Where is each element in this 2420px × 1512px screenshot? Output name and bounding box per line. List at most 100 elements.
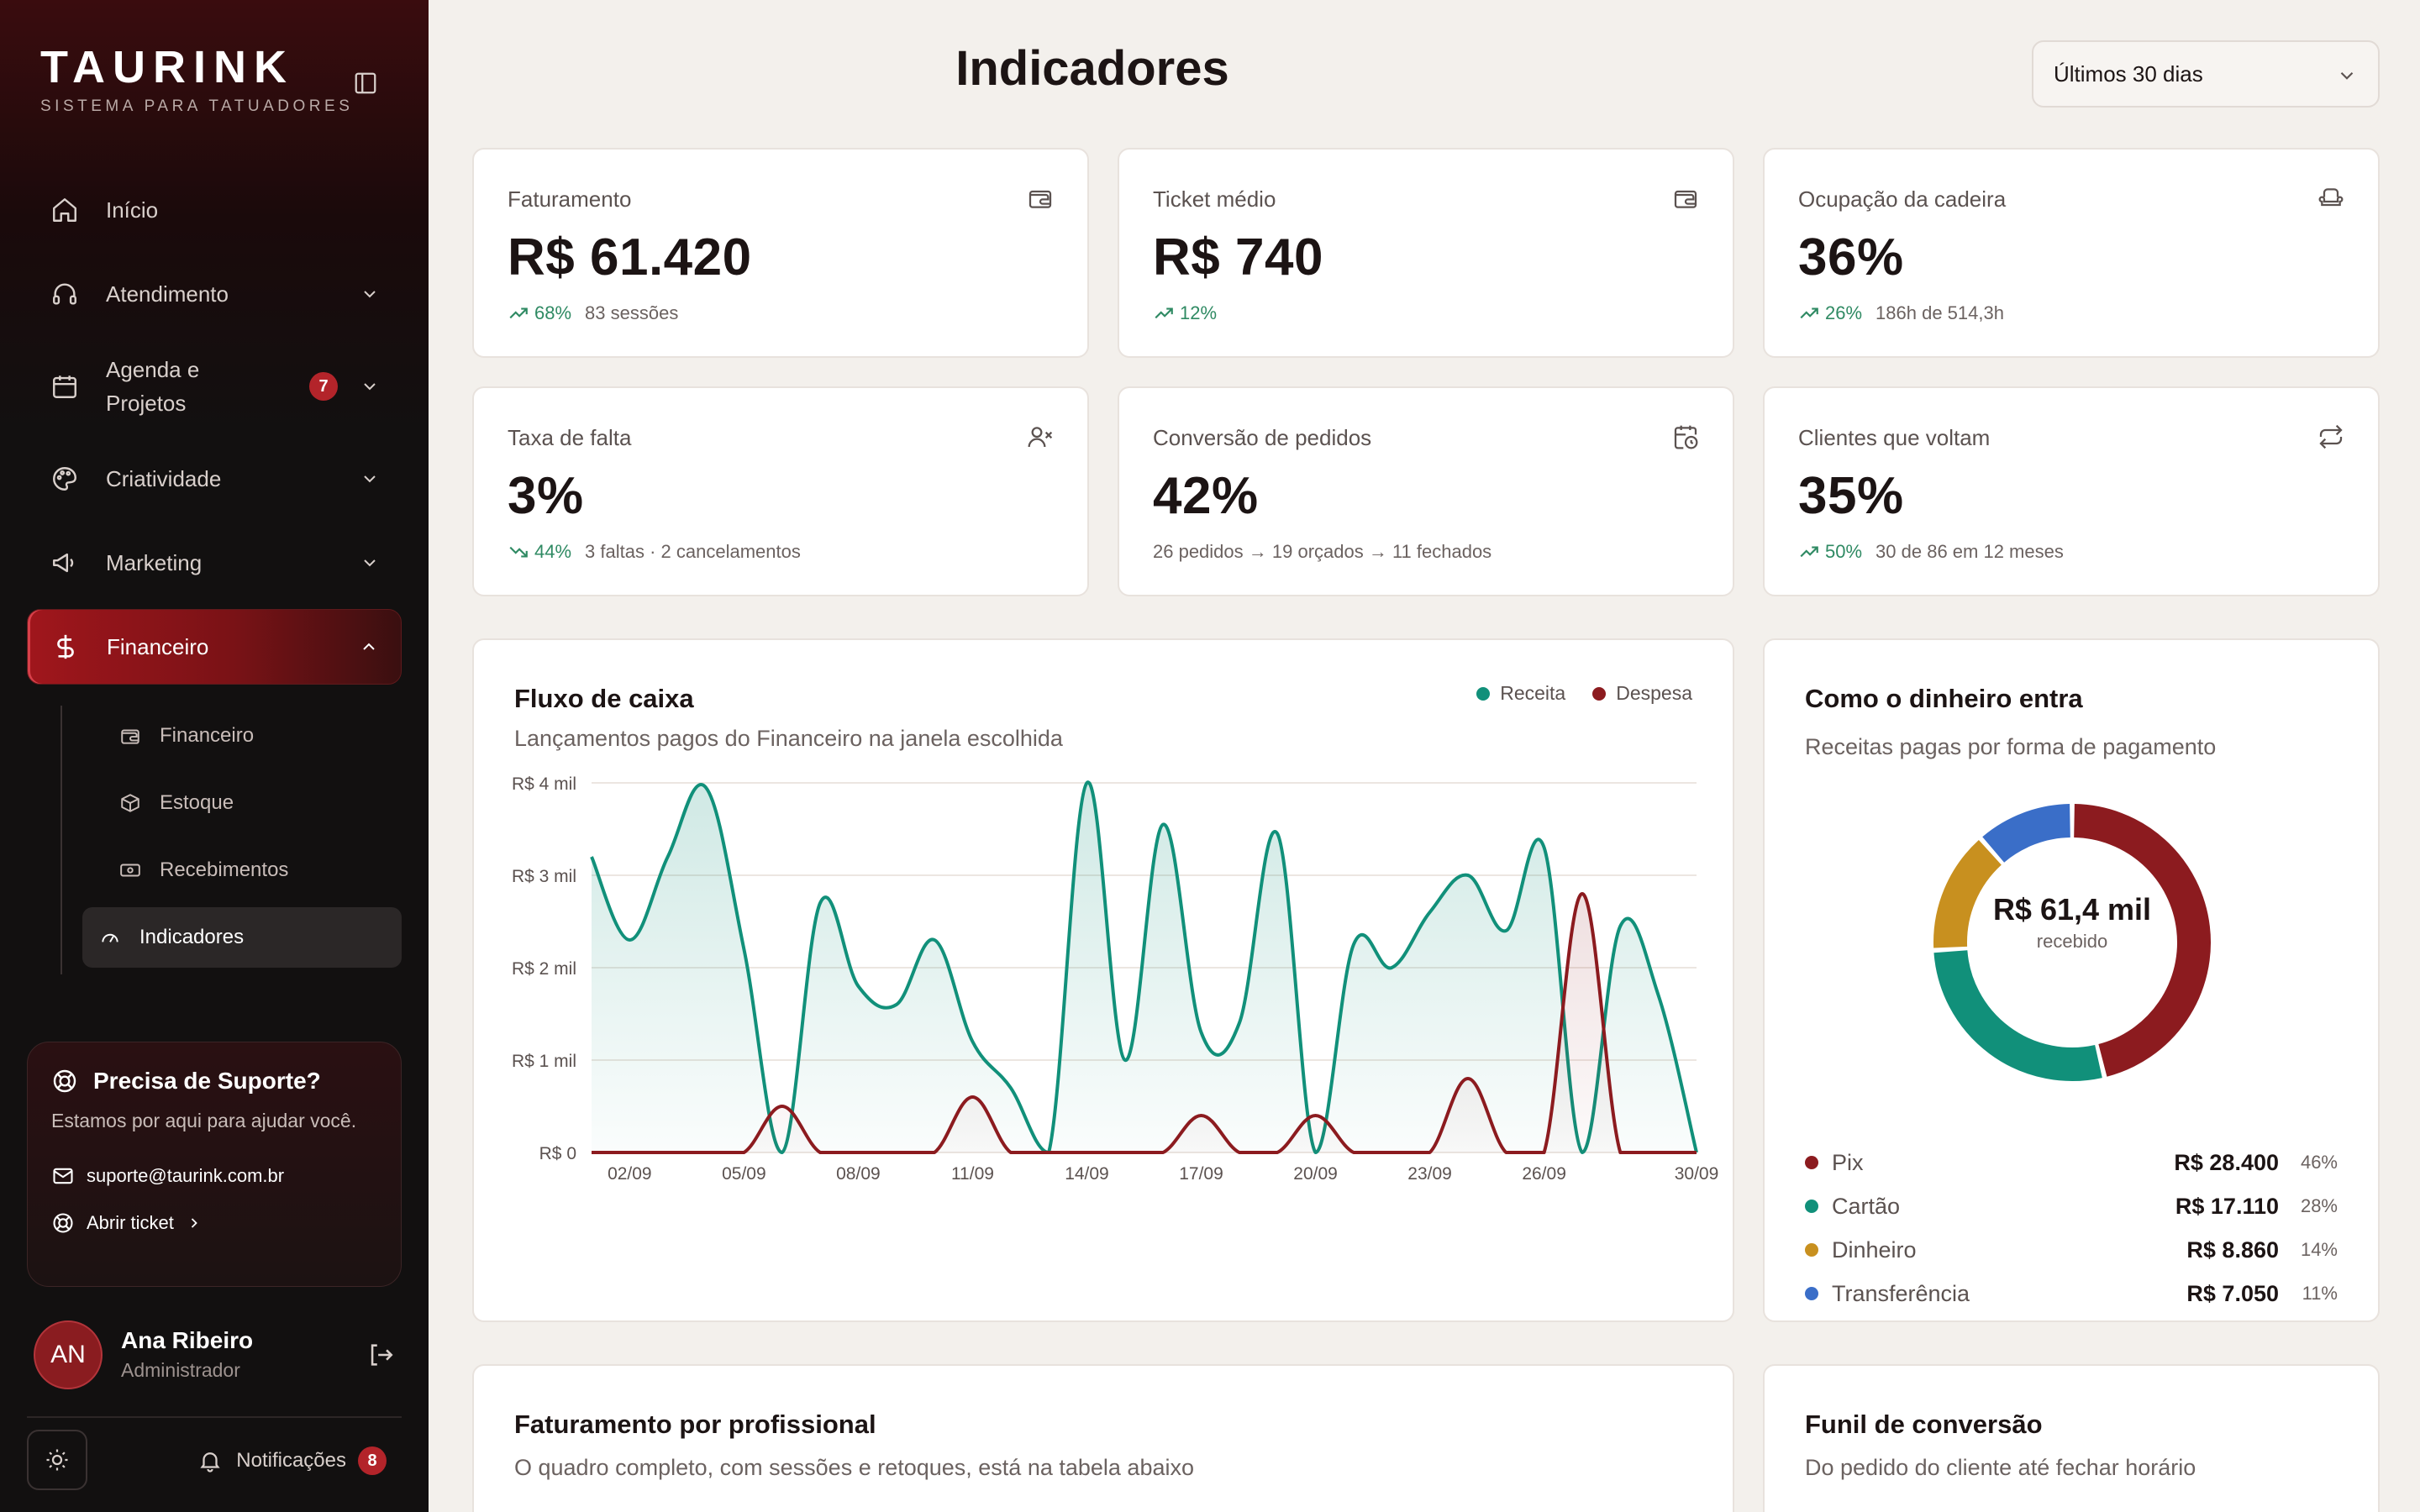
brand-logo[interactable]: TAURINK SISTEMA PARA TATUADORES [40,44,353,116]
payment-amount: R$ 28.400 [2174,1149,2279,1175]
calendar-icon [53,375,76,398]
y-tick-label: R$ 3 mil [512,867,576,886]
subnav-item-indicadores[interactable]: Indicadores [82,907,402,968]
kpi-footer: 44% 3 faltas · 2 cancelamentos [508,541,1054,563]
kpi-footer: 50% 30 de 86 em 12 meses [1798,541,2344,563]
nav-item-label: Marketing [106,549,203,575]
sidebar-toggle-icon[interactable] [353,71,378,96]
x-tick-label: 05/09 [722,1164,766,1184]
kpi-card-conversao: Conversão de pedidos 42% 26 pedidos → 19… [1118,386,1734,596]
y-tick-label: R$ 2 mil [512,959,576,979]
donut-center: R$ 61,4 mil recebido [1921,892,2223,953]
kpi-card-taxa-falta: Taxa de falta 3% 44% 3 faltas · 2 cancel… [472,386,1089,596]
series-line-despesa[interactable] [591,892,1697,1154]
kpi-trend: 12% [1153,302,1217,324]
payment-row-pix: Pix R$ 28.400 46% [1805,1141,2338,1184]
gauge-icon [102,933,118,942]
support-title-text: Precisa de Suporte? [93,1068,321,1094]
nav-item-criatividade[interactable]: Criatividade [27,441,402,517]
main-nav: Início Atendimento Agenda e Projetos 7 C… [27,172,402,693]
nav-item-agenda[interactable]: Agenda e Projetos 7 [27,340,402,433]
support-title: Precisa de Suporte? [51,1068,377,1095]
nav-item-marketing[interactable]: Marketing [27,525,402,601]
kpi-trend-value: 26% [1825,302,1863,323]
notifications-label: Notificações [236,1449,346,1472]
legend-item-despesa[interactable]: Despesa [1592,682,1692,705]
kpi-label: Clientes que voltam [1798,425,1991,450]
kpi-trend: 44% [508,541,571,563]
open-ticket-link[interactable]: Abrir ticket [51,1211,377,1235]
theme-toggle-button[interactable] [27,1430,87,1490]
donut-slice-transferência[interactable] [1982,804,2071,864]
trending-up-icon [1155,307,1173,319]
avatar[interactable]: AN [34,1320,103,1389]
donut-slice-pix[interactable] [2073,804,2211,1077]
headset-icon [53,283,76,305]
user-role: Administrador [121,1359,240,1381]
kpi-card-ocupacao: Ocupação da cadeira 36% 26% 186h de 514,… [1763,148,2380,358]
cashflow-subtitle: Lançamentos pagos do Financeiro na janel… [514,726,1063,751]
nav-item-atendimento[interactable]: Atendimento [27,256,402,332]
chevron-down-icon[interactable] [360,553,380,573]
lifebuoy-icon [53,1069,76,1093]
kpi-detail: 30 de 86 em 12 meses [1876,541,2064,562]
cashflow-chart[interactable]: R$ 0 R$ 1 mil R$ 2 mil R$ 3 mil R$ 4 mil 02/0… [508,766,1718,1236]
user-x-icon [1028,427,1053,448]
brand-tagline: SISTEMA PARA TATUADORES [40,97,354,115]
subnav-item-recebimentos[interactable]: Recebimentos [82,840,402,900]
subnav-item-estoque[interactable]: Estoque [82,773,402,833]
kpi-label: Taxa de falta [508,425,632,450]
subnav-item-label: Estoque [160,791,234,814]
payment-percent: 11% [2302,1283,2338,1304]
chevron-up-icon[interactable] [359,637,379,657]
x-tick-label: 17/09 [1179,1164,1223,1184]
kpi-value: R$ 740 [1153,228,1323,286]
donut-slice-dinheiro[interactable] [1933,840,2002,948]
logout-icon[interactable] [366,1341,395,1369]
payment-percent: 28% [2300,1195,2338,1216]
kpi-detail: 26 pedidos → 19 orçados → 11 fechados [1153,541,1492,562]
professionals-subtitle: O quadro completo, com sessões e retoque… [514,1455,1194,1480]
user-profile: AN Ana Ribeiro Administrador [34,1320,395,1391]
notifications-button[interactable]: Notificações 8 [197,1446,387,1475]
support-email: suporte@taurink.com.br [87,1165,285,1186]
payment-amount: R$ 7.050 [2186,1280,2279,1306]
trending-up-icon [509,307,528,319]
brand-name: TAURINK [40,42,294,92]
x-tick-label: 26/09 [1522,1164,1566,1184]
subnav-item-label: Financeiro [160,724,255,747]
nav-item-inicio[interactable]: Início [27,172,402,248]
kpi-trend-value: 12% [1180,302,1218,323]
donut-slice-cartão[interactable] [1933,949,2102,1081]
professionals-title: Faturamento por profissional [514,1410,876,1439]
series-area-receita [592,782,1697,1152]
payments-card: Como o dinheiro entra Receitas pagas por… [1763,638,2380,1322]
legend-label: Despesa [1616,682,1692,704]
x-tick-label: 23/09 [1407,1164,1452,1184]
nav-item-label: Atendimento [106,281,229,307]
payments-subtitle: Receitas pagas por forma de pagamento [1805,734,2217,759]
kpi-label: Faturamento [508,186,632,212]
chevron-down-icon[interactable] [360,284,380,304]
subnav-item-financeiro[interactable]: Financeiro [82,706,402,766]
trending-up-icon [1800,546,1818,558]
x-tick-label: 08/09 [836,1164,881,1184]
legend-item-receita[interactable]: Receita [1476,682,1565,705]
funnel-card: Funil de conversão Do pedido do cliente … [1763,1364,2380,1512]
nav-item-financeiro[interactable]: Financeiro [27,609,402,685]
kpi-card-faturamento: Faturamento R$ 61.420 68% 83 sessões [472,148,1089,358]
cashflow-legend: Receita Despesa [1449,682,1692,705]
legend-dot [1805,1243,1818,1257]
period-select[interactable]: Últimos 30 dias [2032,40,2380,108]
support-email-link[interactable]: suporte@taurink.com.br [51,1164,377,1188]
legend-dot [1592,686,1607,701]
kpi-trend: 68% [508,302,571,324]
payments-donut-chart[interactable] [1921,791,2223,1094]
chevron-down-icon[interactable] [360,376,380,396]
series-area-despesa [592,894,1697,1152]
y-tick-label: R$ 4 mil [512,774,576,794]
kpi-trend-value: 50% [1825,541,1863,562]
notifications-count-badge: 8 [358,1446,387,1475]
nav-item-label: Início [106,197,159,223]
chevron-down-icon[interactable] [360,469,380,489]
